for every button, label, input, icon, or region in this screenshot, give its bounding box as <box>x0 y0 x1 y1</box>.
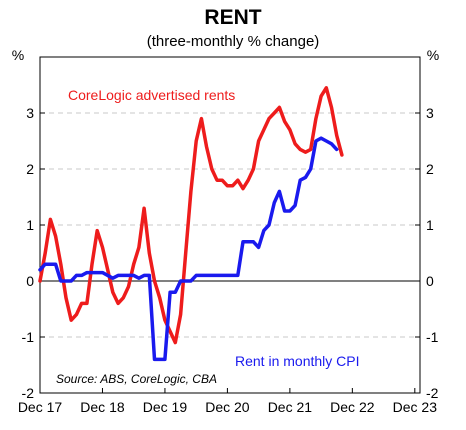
y-tick-label-right: 1 <box>426 217 434 233</box>
source-note: Source: ABS, CoreLogic, CBA <box>56 372 217 386</box>
annotations: CoreLogic advertised rents Rent in month… <box>56 87 360 386</box>
x-tick-label: Dec 17 <box>18 399 63 415</box>
y-tick-label-left: 2 <box>26 161 34 177</box>
axis-labels: % % -2 -2 -1 -1 0 0 1 1 2 2 3 3 Dec 17 Dec 18 Dec 19 De… <box>12 47 439 415</box>
chart-subtitle: (three-monthly % change) <box>146 33 320 50</box>
x-tick-label: Dec 19 <box>143 399 188 415</box>
y-tick-label-right: -1 <box>426 329 439 345</box>
x-tick-label: Dec 23 <box>393 399 438 415</box>
series-label-rent-cpi: Rent in monthly CPI <box>235 353 360 369</box>
series-lines <box>38 86 344 362</box>
series-label-corelogic: CoreLogic advertised rents <box>68 87 235 103</box>
y-axis-unit-left: % <box>12 47 24 63</box>
y-tick-label-left: 1 <box>26 217 34 233</box>
y-tick-label-right: 0 <box>426 273 434 289</box>
y-tick-label-left: -1 <box>22 329 35 345</box>
y-tick-label-right: 2 <box>426 161 434 177</box>
y-tick-label-right: 3 <box>426 105 434 121</box>
series-line-corelogic <box>38 86 344 345</box>
y-axis-unit-right: % <box>427 47 439 63</box>
x-tick-label: Dec 22 <box>330 399 375 415</box>
y-tick-label-left: 3 <box>26 105 34 121</box>
y-tick-label-left: 0 <box>26 273 34 289</box>
x-tick-label: Dec 18 <box>80 399 125 415</box>
x-tick-label: Dec 20 <box>205 399 250 415</box>
gridlines <box>40 112 420 338</box>
x-tick-label: Dec 21 <box>268 399 313 415</box>
axis-ticks <box>39 112 420 394</box>
y-tick-label-right: -2 <box>426 385 439 401</box>
chart-title: RENT <box>204 6 262 29</box>
y-tick-label-left: -2 <box>22 385 35 401</box>
series-line-rent-cpi <box>38 136 339 362</box>
